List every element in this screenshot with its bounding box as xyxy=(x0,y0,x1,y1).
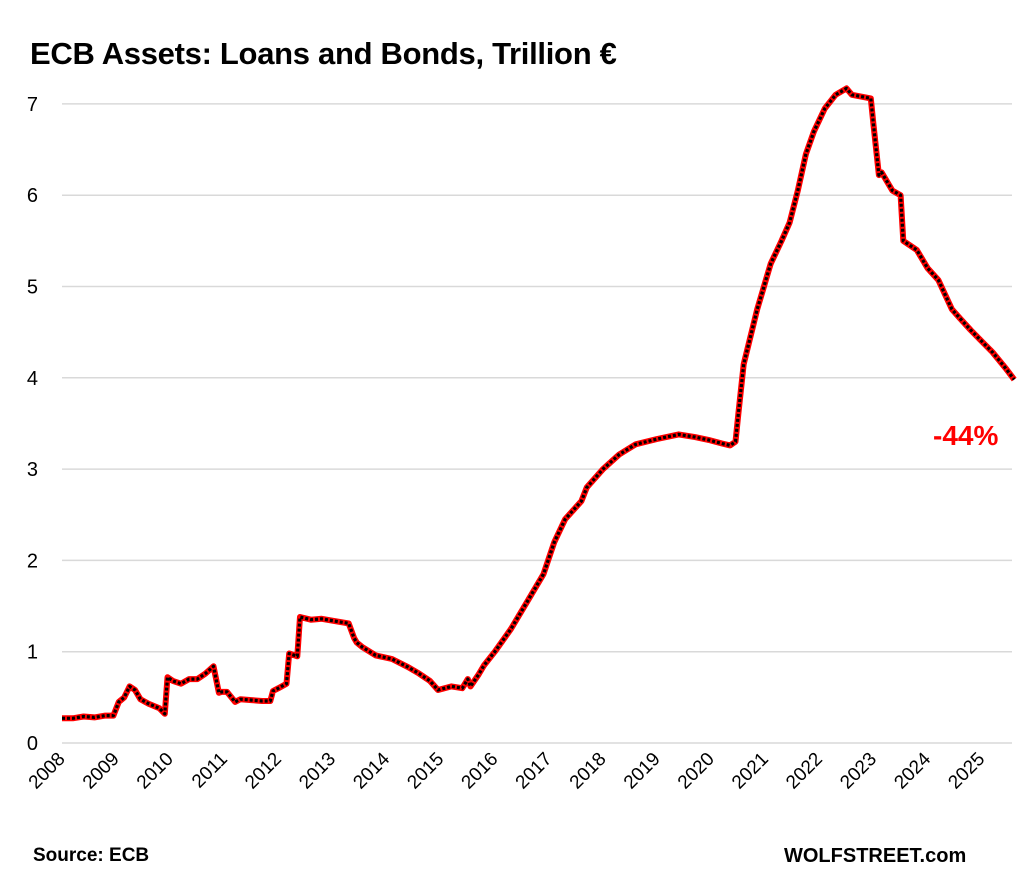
y-tick-label: 5 xyxy=(27,277,38,299)
x-tick-label: 2017 xyxy=(512,749,557,794)
x-tick-label: 2015 xyxy=(403,749,448,794)
y-tick-label: 1 xyxy=(27,642,38,664)
brand-label: WOLFSTREET.com xyxy=(784,845,967,867)
source-label: Source: ECB xyxy=(33,845,150,866)
x-tick-label: 2012 xyxy=(241,749,286,794)
series-line-black xyxy=(62,86,1016,720)
x-tick-label: 2022 xyxy=(782,749,827,794)
y-axis-ticks: 0 1 2 3 4 5 6 7 xyxy=(27,94,38,755)
chart-title: ECB Assets: Loans and Bonds, Trillion € xyxy=(30,36,617,71)
x-tick-label: 2018 xyxy=(566,749,611,794)
x-tick-label: 2011 xyxy=(188,749,232,793)
x-axis-ticks: 2008 2009 2010 2011 2012 2013 2014 2015 2016 2017… xyxy=(25,748,989,793)
x-tick-label: 2014 xyxy=(349,748,394,793)
y-tick-label: 2 xyxy=(27,550,38,572)
gridlines xyxy=(62,103,1012,744)
y-tick-label: 6 xyxy=(27,185,38,207)
y-tick-label: 0 xyxy=(27,733,38,755)
x-tick-label: 2023 xyxy=(836,749,881,794)
series-line-red xyxy=(62,85,1017,722)
percent-change-annotation: -44% xyxy=(933,420,999,451)
y-tick-label: 4 xyxy=(27,368,38,390)
x-tick-label: 2019 xyxy=(620,749,665,794)
x-tick-label: 2016 xyxy=(458,749,503,794)
y-tick-label: 3 xyxy=(27,459,38,481)
x-tick-label: 2020 xyxy=(674,749,719,794)
x-tick-label: 2024 xyxy=(890,748,935,793)
x-tick-label: 2021 xyxy=(728,749,773,794)
x-tick-label: 2013 xyxy=(295,749,340,794)
y-tick-label: 7 xyxy=(27,94,38,116)
x-tick-label: 2025 xyxy=(944,749,989,794)
x-tick-label: 2009 xyxy=(79,749,124,794)
x-tick-label: 2008 xyxy=(25,749,70,794)
x-tick-label: 2010 xyxy=(133,749,178,794)
